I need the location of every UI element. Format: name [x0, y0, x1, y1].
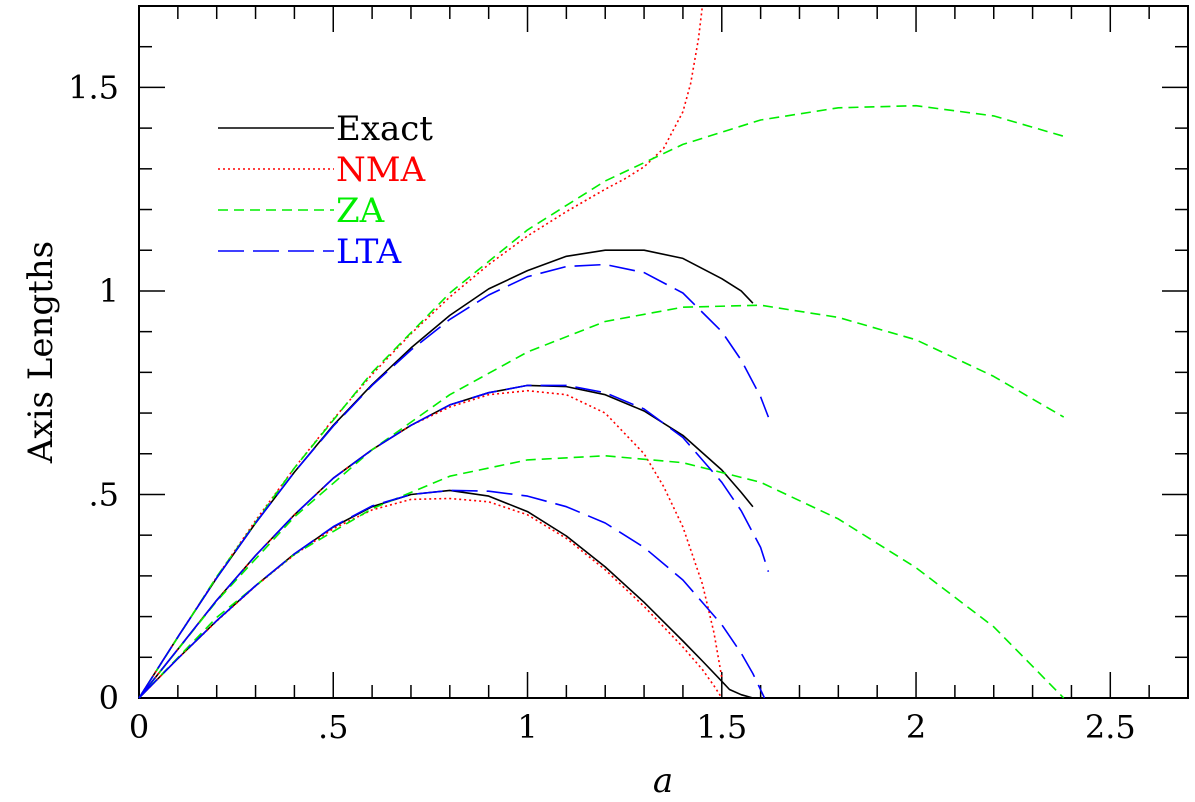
- y-tick-label: .5: [88, 475, 119, 513]
- series-line-exact: [138, 384, 754, 699]
- legend-label-za: ZA: [336, 191, 385, 231]
- legend-label-lta: LTA: [336, 232, 402, 272]
- series-layer: [138, 5, 1065, 699]
- series-line-nma: [138, 389, 723, 699]
- x-tick-label: 2: [906, 708, 926, 746]
- axis-ticks: 0 .5 1 1.5 2 2.5 0 .5 1 1.5: [68, 5, 1189, 746]
- x-tick-label: .5: [318, 708, 349, 746]
- legend-label-exact: Exact: [336, 109, 433, 149]
- series-line-lta: [138, 384, 770, 699]
- legend-label-nma: NMA: [336, 150, 426, 190]
- series-line-exact: [138, 249, 754, 699]
- y-tick-label: 1: [99, 272, 119, 310]
- series-line-lta: [138, 263, 770, 699]
- series-line-lta: [138, 489, 766, 699]
- plot-frame: [138, 5, 1189, 699]
- y-axis-label: Axis Lengths: [21, 241, 61, 464]
- series-line-exact: [138, 489, 754, 699]
- series-line-za: [138, 304, 1065, 699]
- series-line-za: [138, 104, 1064, 699]
- series-line-nma: [138, 497, 723, 699]
- x-tick-label: 0: [129, 708, 149, 746]
- x-tick-label: 1.5: [696, 708, 747, 746]
- y-tick-label: 1.5: [68, 68, 119, 106]
- x-tick-label: 1: [517, 708, 537, 746]
- x-axis-label: a: [653, 761, 673, 798]
- y-tick-label: 0: [99, 679, 119, 717]
- x-tick-label: 2.5: [1085, 708, 1136, 746]
